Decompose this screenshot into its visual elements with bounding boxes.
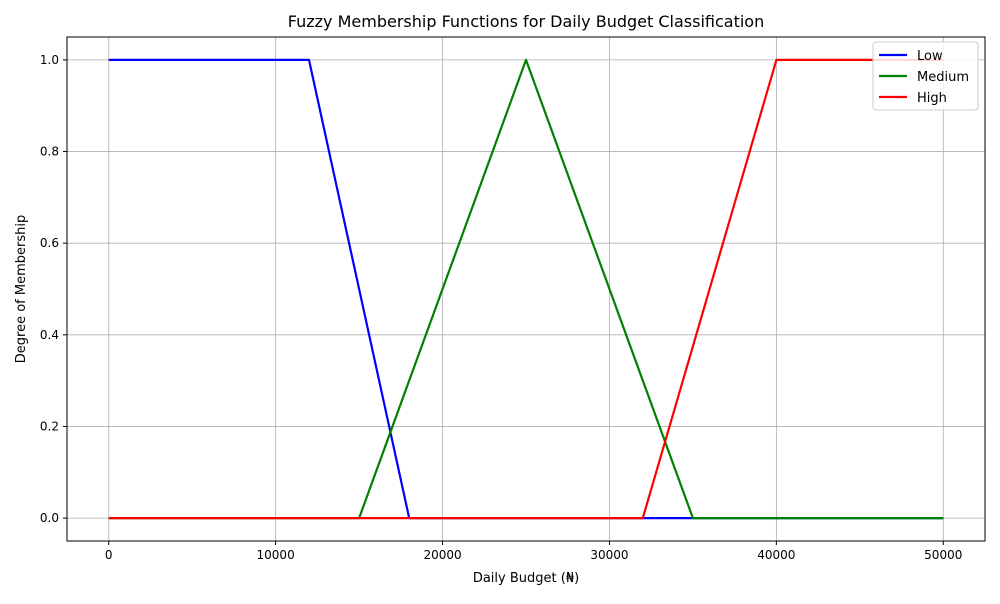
legend-label-medium: Medium [917, 70, 969, 85]
x-tick-label: 30000 [590, 548, 628, 562]
legend-label-low: Low [917, 49, 943, 64]
x-tick-label: 0 [105, 548, 113, 562]
x-tick-label: 40000 [757, 548, 795, 562]
y-tick-label: 0.8 [40, 145, 59, 159]
grid-layer [67, 37, 985, 541]
y-tick-label: 1.0 [40, 53, 59, 67]
legend: Low Medium High [872, 41, 979, 111]
y-axis-title: Degree of Membership [14, 215, 29, 363]
plot-frame [66, 36, 986, 542]
x-tick-label: 10000 [257, 548, 295, 562]
series-line-high [108, 58, 944, 520]
y-tick-label: 0.2 [40, 419, 59, 433]
y-tick-label: 0.0 [40, 511, 59, 525]
y-tick-label: 0.4 [40, 328, 59, 342]
series-line-medium [108, 58, 944, 520]
ticks-layer: 0 10000 20000 30000 40000 50000 0.0 0.2 0.4 0.6 0.… [40, 53, 962, 562]
series-line-low [108, 58, 944, 520]
x-tick-label: 50000 [924, 548, 962, 562]
x-axis-title: Daily Budget (₦) [473, 571, 579, 586]
legend-box [872, 41, 979, 111]
series-layer [108, 58, 944, 520]
y-tick-label: 0.6 [40, 236, 59, 250]
chart-title: Fuzzy Membership Functions for Daily Bud… [288, 12, 764, 31]
legend-label-high: High [917, 91, 947, 106]
x-tick-label: 20000 [423, 548, 461, 562]
